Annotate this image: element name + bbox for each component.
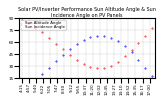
Title: Solar PV/Inverter Performance Sun Altitude Angle & Sun Incidence Angle on PV Pan: Solar PV/Inverter Performance Sun Altitu… — [18, 7, 156, 18]
Legend: Sun Altitude Angle, Sun Incidence Angle: Sun Altitude Angle, Sun Incidence Angle — [21, 20, 66, 30]
